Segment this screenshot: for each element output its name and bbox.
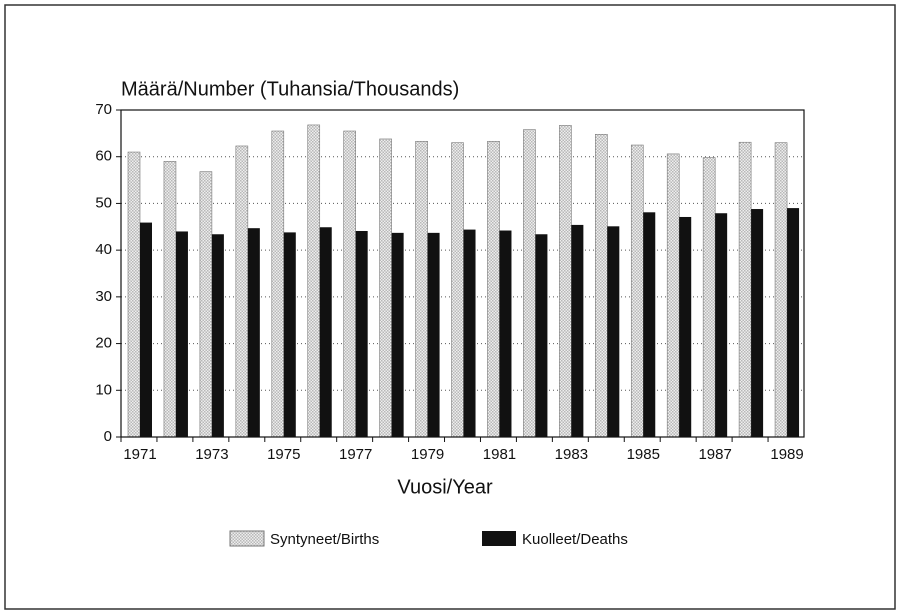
bar [451, 142, 464, 438]
x-tick-label: 1979 [411, 446, 444, 463]
bar [319, 227, 332, 437]
bar [140, 222, 152, 437]
bar [607, 226, 620, 437]
y-tick-label: 60 [95, 148, 112, 165]
bar [199, 171, 213, 438]
bar [499, 230, 512, 437]
bar [715, 213, 728, 437]
bar [247, 228, 260, 437]
bar [630, 144, 644, 438]
bar [523, 129, 536, 438]
bar [427, 232, 440, 437]
y-tick-label: 20 [95, 335, 112, 352]
bar [571, 224, 584, 437]
bar [666, 153, 680, 438]
bar [463, 229, 476, 437]
x-tick-label: 1971 [123, 446, 156, 463]
x-tick-label: 1977 [339, 446, 372, 463]
frame [4, 4, 896, 610]
legend-swatch [482, 531, 516, 546]
bar [679, 216, 692, 437]
bar [595, 133, 608, 438]
bar [127, 151, 141, 438]
y-tick-label: 50 [95, 194, 112, 211]
y-tick-label: 70 [95, 101, 112, 118]
bar [355, 230, 368, 437]
bar [738, 141, 752, 438]
bar [559, 125, 572, 438]
bar [175, 231, 188, 437]
bar [307, 124, 321, 438]
x-tick-label: 1983 [555, 446, 588, 463]
x-tick-label: 1989 [770, 446, 803, 463]
bar [702, 157, 716, 438]
x-tick-label: 1985 [627, 446, 660, 463]
x-axis-label: Vuosi/Year [397, 476, 493, 498]
bar [163, 161, 177, 438]
bar [391, 232, 404, 437]
x-tick-label: 1973 [195, 446, 228, 463]
legend-label: Syntyneet/Births [270, 531, 379, 548]
y-tick-label: 0 [104, 428, 112, 445]
y-tick-label: 40 [95, 241, 112, 258]
chart-title: Määrä/Number (Tuhansia/Thousands) [121, 78, 459, 100]
bar [235, 145, 249, 438]
bar [487, 140, 500, 438]
x-tick-label: 1981 [483, 446, 516, 463]
x-tick-label: 1975 [267, 446, 300, 463]
bar [271, 130, 285, 438]
y-tick-label: 30 [95, 288, 112, 305]
bar [343, 130, 356, 438]
bar [774, 142, 788, 438]
x-tick-label: 1987 [698, 446, 731, 463]
bar [283, 232, 296, 437]
bar [211, 234, 224, 437]
bar [379, 138, 392, 438]
bar [415, 140, 428, 438]
y-tick-label: 10 [95, 381, 112, 398]
bar [535, 234, 548, 437]
legend-swatch [229, 530, 265, 547]
bar [787, 208, 800, 437]
legend-label: Kuolleet/Deaths [522, 531, 628, 548]
plot-frame [120, 109, 805, 438]
bar [643, 212, 656, 437]
bar [751, 209, 764, 437]
